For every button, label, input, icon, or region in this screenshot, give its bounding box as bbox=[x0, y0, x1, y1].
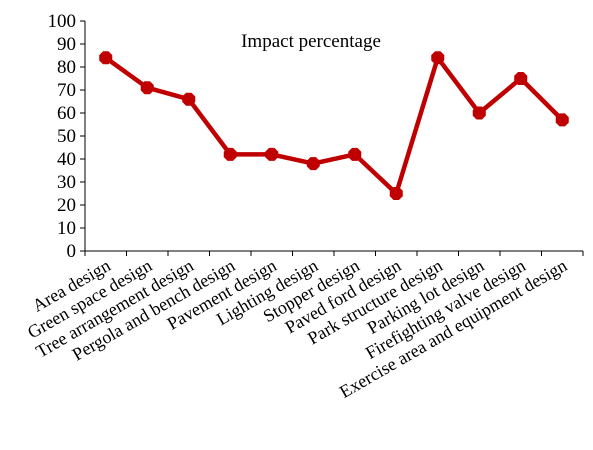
data-point-marker bbox=[140, 81, 154, 95]
data-point-marker bbox=[514, 71, 528, 86]
y-tick-label: 0 bbox=[67, 241, 77, 262]
y-tick-label: 100 bbox=[48, 11, 77, 32]
y-tick-label: 30 bbox=[57, 172, 76, 193]
y-tick-label: 70 bbox=[57, 80, 76, 101]
chart-title: Impact percentage bbox=[241, 31, 381, 52]
series-layer bbox=[99, 51, 569, 201]
data-point-marker bbox=[389, 186, 403, 201]
series-line bbox=[104, 55, 564, 196]
data-point-marker bbox=[472, 106, 486, 120]
y-tick-label: 60 bbox=[57, 103, 76, 124]
data-point-marker bbox=[99, 51, 113, 65]
y-tick-label: 90 bbox=[57, 34, 76, 55]
y-tick-label: 80 bbox=[57, 57, 76, 78]
y-tick-label: 50 bbox=[57, 126, 76, 147]
data-point-marker bbox=[555, 113, 569, 127]
data-point-marker bbox=[182, 92, 196, 106]
y-tick-label: 10 bbox=[57, 218, 76, 239]
data-point-marker bbox=[306, 157, 320, 171]
data-point-marker bbox=[265, 147, 279, 161]
data-point-marker bbox=[223, 147, 237, 161]
y-tick-label: 20 bbox=[57, 195, 76, 216]
y-tick-label: 40 bbox=[57, 149, 76, 170]
data-point-marker bbox=[431, 51, 445, 65]
data-point-marker bbox=[348, 147, 362, 161]
